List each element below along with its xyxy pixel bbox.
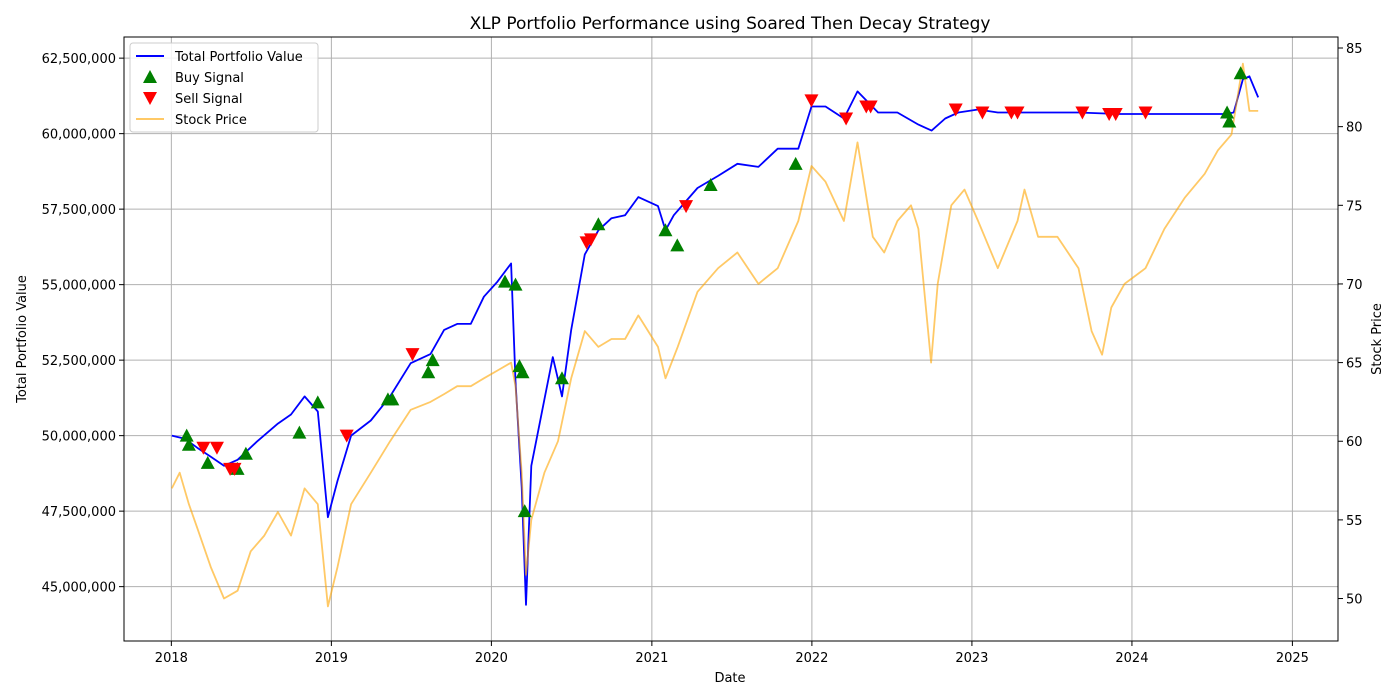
legend: Total Portfolio Value Buy Signal Sell Sign… — [129, 42, 319, 133]
y-right-tick-label: 55 — [1346, 514, 1363, 529]
x-tick-label: 2021 — [635, 651, 668, 666]
y-tick-label: 62,500,000 — [42, 52, 116, 67]
buy-signal-marker — [181, 437, 196, 451]
x-tick-label: 2018 — [155, 651, 188, 666]
buy-signal-marker — [1233, 66, 1248, 80]
x-tick-label: 2022 — [795, 651, 828, 666]
y-tick-label: 57,500,000 — [42, 203, 116, 218]
y-tick-label: 47,500,000 — [42, 505, 116, 520]
axis-layer: 2018 2019 2020 2021 2022 2023 2024 2025 45,000,0… — [42, 42, 1363, 666]
buy-signal-marker — [200, 455, 215, 469]
buy-signal-marker — [425, 353, 440, 367]
marker-layer — [179, 66, 1248, 518]
sell-signal-marker — [863, 100, 878, 114]
sell-signal-marker — [1010, 106, 1025, 120]
y-right-tick-label: 60 — [1346, 435, 1363, 450]
legend-swatch — [143, 70, 157, 83]
buy-signal-marker — [421, 365, 436, 379]
sell-signal-marker — [948, 103, 963, 117]
buy-signal-marker — [591, 217, 606, 231]
x-tick-label: 2020 — [475, 651, 508, 666]
y-tick-label: 52,500,000 — [42, 354, 116, 369]
grid-layer — [124, 37, 1338, 641]
sell-signal-marker — [339, 429, 354, 443]
buy-signal-marker — [670, 238, 685, 252]
sell-signal-marker — [1138, 106, 1153, 120]
x-axis-title: Date — [714, 671, 745, 686]
y-right-tick-label: 75 — [1346, 199, 1363, 214]
sell-signal-marker — [975, 106, 990, 120]
legend-label: Stock Price — [175, 113, 247, 128]
legend-box — [129, 42, 319, 133]
buy-signal-marker — [292, 425, 307, 439]
x-tick-label: 2019 — [315, 651, 348, 666]
buy-signal-marker — [310, 395, 325, 409]
y-right-tick-label: 65 — [1346, 357, 1363, 372]
buy-signal-marker — [658, 223, 673, 237]
chart-title: XLP Portfolio Performance using Soared T… — [470, 14, 991, 34]
y-axis-title: Total Portfolio Value — [15, 275, 30, 404]
x-tick-label: 2025 — [1276, 651, 1309, 666]
buy-signal-marker — [515, 365, 530, 379]
x-tick-label: 2023 — [955, 651, 988, 666]
y-right-tick-label: 70 — [1346, 278, 1363, 293]
buy-signal-marker — [517, 504, 532, 518]
sell-signal-marker — [405, 348, 420, 362]
buy-signal-marker — [508, 277, 523, 291]
legend-label: Sell Signal — [175, 92, 243, 107]
y-right-tick-label: 50 — [1346, 593, 1363, 608]
buy-signal-marker — [497, 274, 512, 288]
y-tick-label: 60,000,000 — [42, 128, 116, 143]
plot-frame — [123, 36, 1339, 642]
y-tick-label: 45,000,000 — [42, 581, 116, 596]
buy-signal-marker — [1222, 114, 1237, 128]
legend-label: Total Portfolio Value — [174, 50, 303, 65]
buy-signal-marker — [385, 392, 400, 406]
sell-signal-marker — [583, 233, 598, 247]
legend-swatch — [143, 92, 157, 105]
portfolio-value-line — [171, 75, 1260, 606]
buy-signal-marker — [238, 446, 253, 460]
sell-signal-marker — [804, 94, 819, 108]
y-right-tick-label: 85 — [1346, 42, 1363, 57]
sell-signal-marker — [1108, 108, 1123, 122]
y-tick-label: 55,000,000 — [42, 279, 116, 294]
sell-signal-marker — [227, 462, 242, 476]
buy-signal-marker — [788, 156, 803, 170]
buy-signal-marker — [703, 177, 718, 191]
buy-signal-marker — [554, 371, 569, 385]
sell-signal-marker — [1075, 106, 1090, 120]
buy-signal-marker — [1220, 105, 1235, 119]
y-right-axis-title: Stock Price — [1370, 303, 1385, 375]
y-right-tick-label: 80 — [1346, 121, 1363, 136]
stock-price-line — [170, 62, 1259, 608]
legend-label: Buy Signal — [175, 71, 244, 86]
buy-signal-marker — [179, 428, 194, 442]
sell-signal-marker — [679, 200, 694, 214]
sell-signal-marker — [196, 441, 211, 455]
y-tick-label: 50,000,000 — [42, 430, 116, 445]
sell-signal-marker — [839, 112, 854, 126]
sell-signal-marker — [209, 441, 224, 455]
series-layer — [170, 62, 1260, 608]
x-tick-label: 2024 — [1115, 651, 1148, 666]
